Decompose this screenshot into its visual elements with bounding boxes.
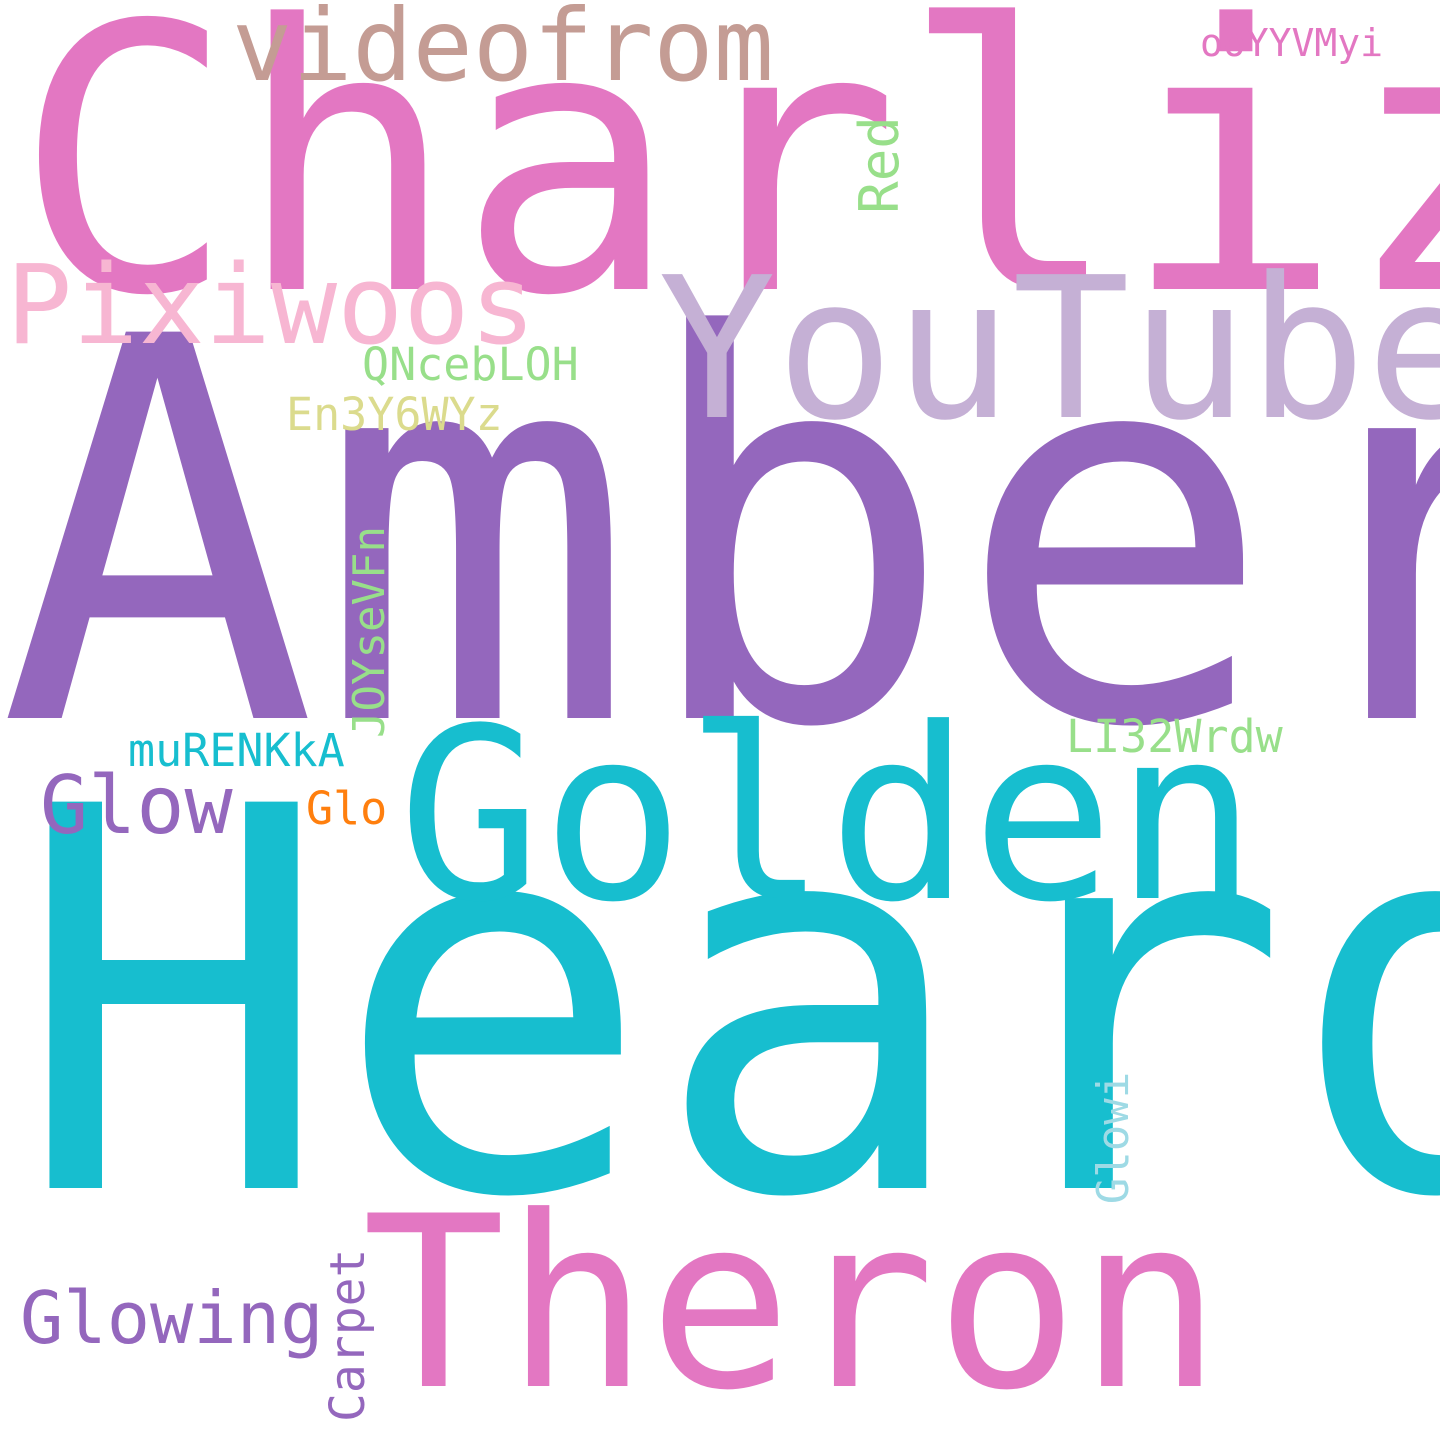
word-glow: Glow <box>40 759 233 852</box>
word-amber: Amber <box>0 226 1440 843</box>
word-glowi: Glowi <box>1088 1071 1139 1205</box>
word-charlize: Charlize <box>14 0 1440 376</box>
word-joysevfn: JOYseVFn <box>344 526 395 738</box>
word-red: Red <box>848 116 911 214</box>
word-videofrom: videofrom <box>232 0 774 104</box>
word-qnceblo: QNcebLOH <box>362 338 579 391</box>
word-carpet: Carpet <box>320 1248 376 1422</box>
word-en3y6wyz: En3Y6WYz <box>286 388 503 441</box>
word-glowing: Glowing <box>20 1276 324 1360</box>
word-murenkka: muRENKkA <box>128 724 345 777</box>
word-theron: Theron <box>362 1166 1222 1440</box>
word-youtube: YouTube <box>658 236 1440 464</box>
word-heard: Heard <box>14 696 1440 1313</box>
word-golden: Golden <box>398 678 1258 955</box>
word-glo: Glo <box>306 782 388 835</box>
word-ooyyvmyi: ooYYVMyi <box>1200 21 1384 65</box>
word-li32wrdw: LI32Wrdw <box>1066 710 1283 763</box>
word-pixiwoos: Pixiwoos <box>6 241 536 369</box>
